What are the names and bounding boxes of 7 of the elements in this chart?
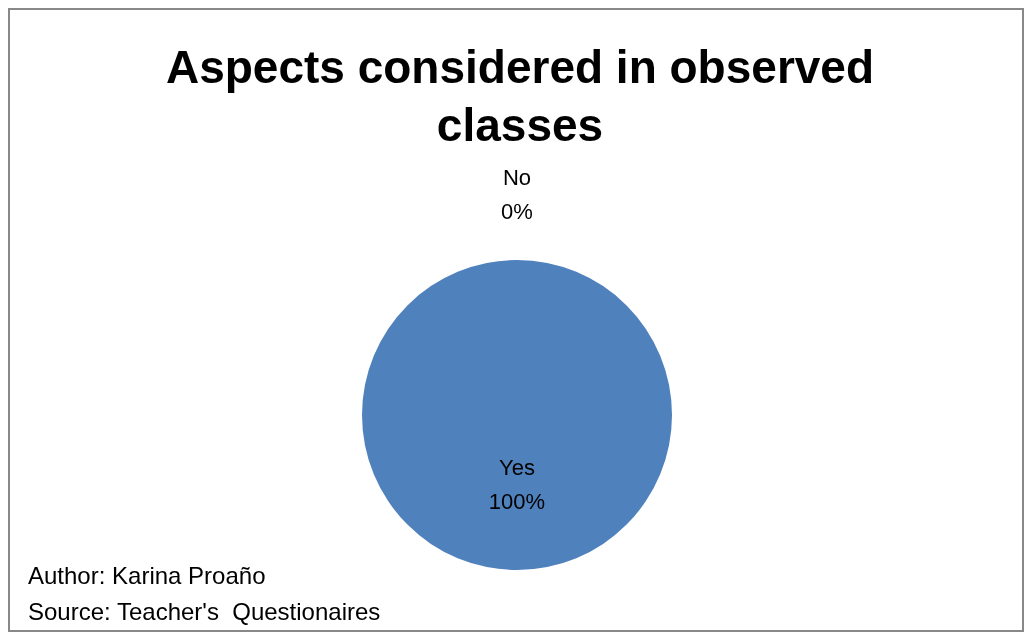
text: Author: Karina Proaño bbox=[28, 561, 267, 591]
text: 0% bbox=[501, 199, 533, 225]
category-label: No bbox=[502, 165, 532, 191]
data-label: 100% bbox=[488, 488, 546, 514]
source-note: Source: Teacher's Questionaires bbox=[28, 597, 381, 627]
chart-title: Aspects considered in observed classes bbox=[164, 40, 876, 153]
slice-label: Yes bbox=[499, 454, 535, 480]
